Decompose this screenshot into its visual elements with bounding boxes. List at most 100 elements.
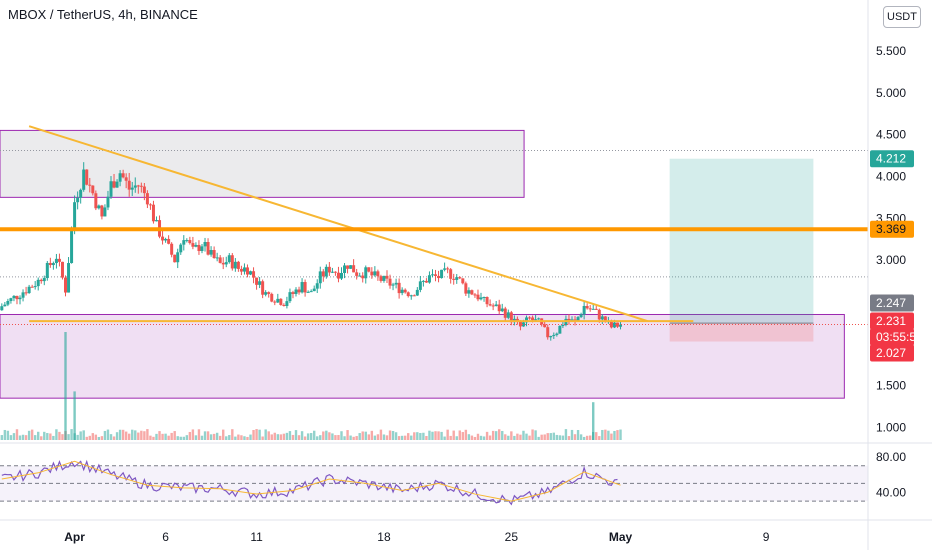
candle-body [373,271,377,276]
volume-bar [364,431,367,440]
volume-bar [610,433,613,440]
volume-bar [121,429,125,440]
candle-body [403,289,407,293]
candle-body [552,334,556,336]
volume-bar [276,434,280,440]
volume-bar [346,430,349,440]
volume-bar [231,429,234,440]
volume-bar [555,434,559,440]
candle-body [376,271,380,277]
candle-body [191,243,195,247]
candle-body [106,196,110,208]
candle-body [579,314,583,318]
volume-bar [322,431,325,440]
time-tick-label: May [609,530,633,544]
volume-bar [607,430,610,440]
candle-body [318,271,322,284]
volume-bar [616,430,619,440]
volume-bar [228,435,231,440]
candle-body [103,207,107,217]
candle-body [82,169,86,190]
volume-bar [222,429,225,440]
candle-body [479,297,483,300]
volume-bar [325,430,328,440]
price-tick-label: 1.000 [876,420,906,434]
volume-bar [425,436,428,440]
volume-bar [79,431,82,440]
volume-bar [313,430,316,440]
candle-body [212,250,216,258]
price-label-text: 2.247 [876,296,906,310]
volume-bar [440,431,443,440]
candle-body [151,204,155,222]
volume-bar [100,436,104,440]
volume-bar [30,429,34,440]
candle-body [615,322,619,327]
candle-body [497,304,501,312]
candle-body [121,173,125,178]
candle-body [300,282,304,293]
volume-bar [482,436,486,440]
rsi-tick-label: 80.00 [876,450,906,464]
candle-body [364,267,368,279]
candle-body [594,308,598,310]
candle-body [355,272,359,276]
volume-bar [55,429,58,440]
price-tick-label: 4.000 [876,169,906,183]
volume-bar [49,433,52,440]
volume-bar [397,436,401,440]
volume-bar [309,433,313,440]
candle-body [582,305,586,315]
candle-body [294,289,298,294]
volume-bar [452,430,455,440]
price-label-entry [870,294,914,312]
candle-body [534,319,538,321]
candle-body [494,304,498,307]
demand-zone [0,313,845,399]
volume-bar [479,435,483,440]
rsi-ma-line [1,460,621,502]
candle-body [309,291,313,293]
currency-button[interactable]: USDT [883,6,921,28]
price-label-text: 03:55:52 [876,330,923,344]
candle-body [330,271,334,273]
candle-body [139,185,143,187]
candle-body [136,185,140,187]
rsi-panel [0,459,868,506]
volume-bar [431,431,434,440]
volume-bar [179,436,182,440]
candle-body [591,308,595,310]
volume-bar [200,435,204,440]
candle-body [70,229,74,264]
candle-body [30,286,34,288]
volume-bar [352,436,355,440]
candle-body [388,278,392,286]
volume-bar [109,434,113,440]
volume-bar [173,431,176,440]
volume-bar [355,436,358,440]
volume-bar [388,430,392,440]
candle-body [406,292,410,297]
candle-body [221,262,225,265]
volume-bar [516,433,519,440]
zones [0,129,868,399]
candle-body [461,278,465,284]
volume-bar [498,429,501,440]
volume-bar [501,430,504,440]
volume-bar [61,434,64,440]
rsi-tick-label: 40.00 [876,485,906,499]
volume-bar [522,430,525,440]
volume-bar [473,436,477,440]
candle-body [482,296,486,298]
candle-body [252,271,256,278]
volume-bar [137,432,140,440]
candle-body [518,320,522,327]
time-tick-label: 11 [250,530,263,544]
volume-bar [164,433,167,440]
candle-body [394,282,398,285]
candle-body [434,274,438,276]
volume-bar [155,433,158,440]
